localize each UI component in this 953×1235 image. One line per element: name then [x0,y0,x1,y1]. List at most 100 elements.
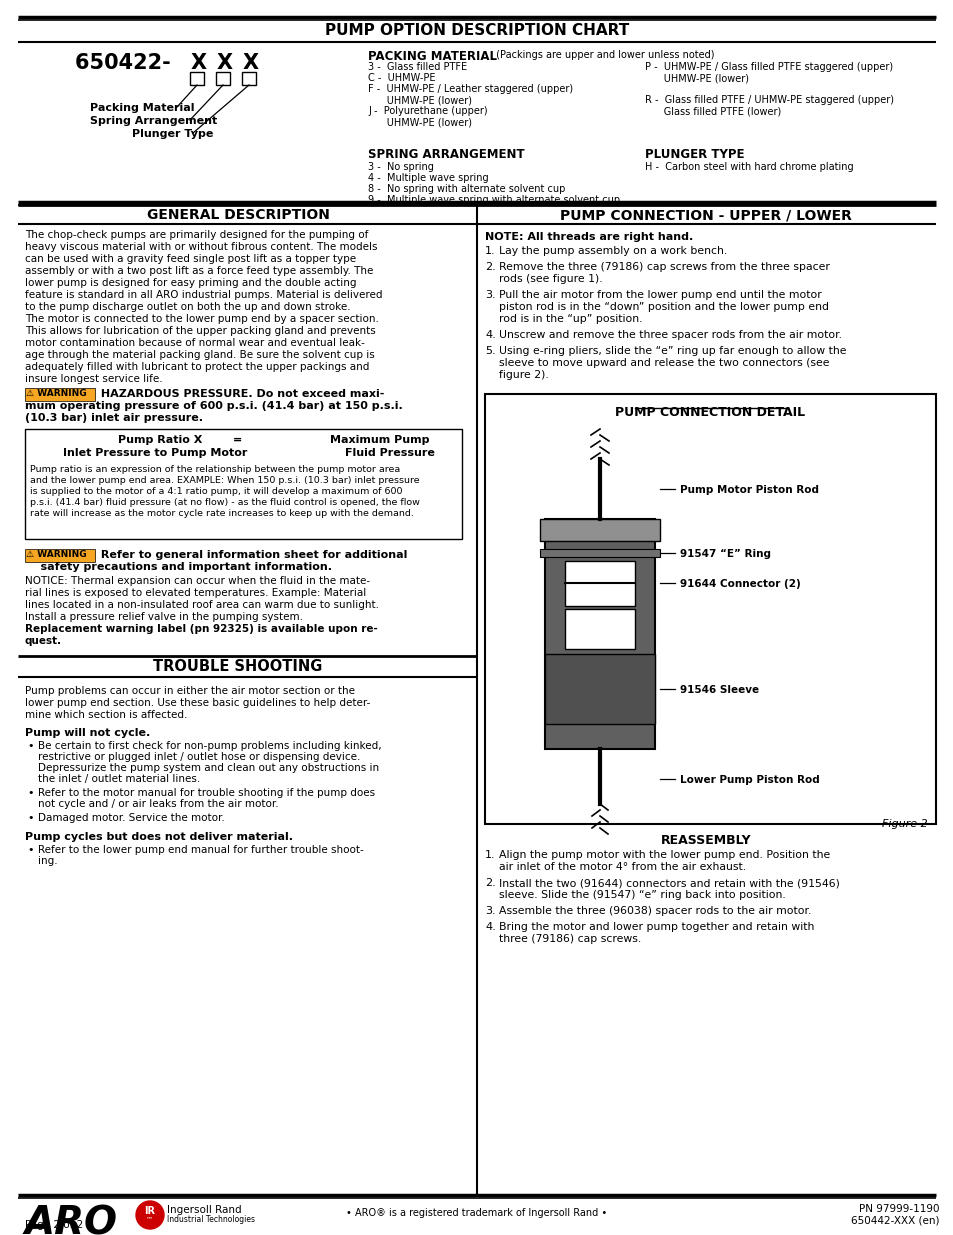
Text: Depressurize the pump system and clean out any obstructions in: Depressurize the pump system and clean o… [38,763,378,773]
Text: ing.: ing. [38,856,57,866]
Text: lines located in a non-insulated roof area can warm due to sunlight.: lines located in a non-insulated roof ar… [25,600,378,610]
Text: ⚠ WARNING: ⚠ WARNING [26,389,87,398]
Text: 3 -  No spring: 3 - No spring [368,162,434,172]
Text: p.s.i. (41.4 bar) fluid pressure (at no flow) - as the fluid control is opened, : p.s.i. (41.4 bar) fluid pressure (at no … [30,498,419,508]
Text: can be used with a gravity feed single post lift as a topper type: can be used with a gravity feed single p… [25,254,355,264]
Bar [544,655,655,724]
Text: Pump Ratio X: Pump Ratio X [117,435,202,445]
Text: air inlet of the motor 4° from the air exhaust.: air inlet of the motor 4° from the air e… [498,862,745,872]
Text: C -  UHMW-PE: C - UHMW-PE [368,73,435,83]
Text: Pump Motor Piston Rod: Pump Motor Piston Rod [679,485,818,495]
Bar [190,72,204,85]
Text: 1.: 1. [484,246,496,256]
Text: rate will increase as the motor cycle rate increases to keep up with the demand.: rate will increase as the motor cycle ra… [30,509,414,517]
Text: IR: IR [144,1207,155,1216]
Text: PLUNGER TYPE: PLUNGER TYPE [644,148,743,161]
Text: Spring Arrangement: Spring Arrangement [90,116,217,126]
Text: J -  Polyurethane (upper): J - Polyurethane (upper) [368,106,487,116]
Text: not cycle and / or air leaks from the air motor.: not cycle and / or air leaks from the ai… [38,799,278,809]
Text: piston rod is in the “down” position and the lower pump end: piston rod is in the “down” position and… [498,303,828,312]
Text: Figure 2: Figure 2 [882,819,927,829]
Text: age through the material packing gland. Be sure the solvent cup is: age through the material packing gland. … [25,350,375,359]
Text: PUMP CONNECTION DETAIL: PUMP CONNECTION DETAIL [615,406,804,419]
Text: •: • [27,845,33,855]
Text: Lower Pump Piston Rod: Lower Pump Piston Rod [679,776,819,785]
Text: X: X [216,53,233,73]
Text: restrictive or plugged inlet / outlet hose or dispensing device.: restrictive or plugged inlet / outlet ho… [38,752,360,762]
Text: three (79186) cap screws.: three (79186) cap screws. [498,934,640,944]
Text: The chop-check pumps are primarily designed for the pumping of: The chop-check pumps are primarily desig… [25,230,368,240]
Text: insure longest service life.: insure longest service life. [25,374,162,384]
Text: SPRING ARRANGEMENT: SPRING ARRANGEMENT [368,148,524,161]
Text: NOTE: All threads are right hand.: NOTE: All threads are right hand. [484,232,693,242]
Text: Be certain to first check for non-pump problems including kinked,: Be certain to first check for non-pump p… [38,741,381,751]
Text: PACKING MATERIAL: PACKING MATERIAL [368,49,497,63]
Text: UHMW-PE (lower): UHMW-PE (lower) [368,95,472,105]
Text: Assemble the three (96038) spacer rods to the air motor.: Assemble the three (96038) spacer rods t… [498,906,810,916]
Text: is supplied to the motor of a 4:1 ratio pump, it will develop a maximum of 600: is supplied to the motor of a 4:1 ratio … [30,487,402,496]
Text: sleeve. Slide the (91547) “e” ring back into position.: sleeve. Slide the (91547) “e” ring back … [498,890,785,900]
Text: Align the pump motor with the lower pump end. Position the: Align the pump motor with the lower pump… [498,850,829,860]
Text: assembly or with a two post lift as a force feed type assembly. The: assembly or with a two post lift as a fo… [25,266,373,275]
Text: to the pump discharge outlet on both the up and down stroke.: to the pump discharge outlet on both the… [25,303,351,312]
Text: PUMP CONNECTION - UPPER / LOWER: PUMP CONNECTION - UPPER / LOWER [559,207,851,222]
Text: 3 -  Glass filled PTFE: 3 - Glass filled PTFE [368,62,467,72]
Text: ™: ™ [147,1216,153,1221]
Text: Plunger Type: Plunger Type [132,128,213,140]
Text: Lay the pump assembly on a work bench.: Lay the pump assembly on a work bench. [498,246,726,256]
Text: R -  Glass filled PTFE / UHMW-PE staggered (upper): R - Glass filled PTFE / UHMW-PE staggere… [644,95,893,105]
Text: X: X [191,53,207,73]
Bar [25,550,95,562]
Text: the inlet / outlet material lines.: the inlet / outlet material lines. [38,774,200,784]
Text: mine which section is affected.: mine which section is affected. [25,710,187,720]
Text: GENERAL DESCRIPTION: GENERAL DESCRIPTION [147,207,329,222]
Text: mum operating pressure of 600 p.s.i. (41.4 bar) at 150 p.s.i.: mum operating pressure of 600 p.s.i. (41… [25,401,402,411]
Text: rial lines is exposed to elevated temperatures. Example: Material: rial lines is exposed to elevated temper… [25,588,366,598]
Text: Bring the motor and lower pump together and retain with: Bring the motor and lower pump together … [498,923,814,932]
Text: Pump problems can occur in either the air motor section or the: Pump problems can occur in either the ai… [25,685,355,697]
Text: quest.: quest. [25,636,62,646]
Circle shape [136,1200,164,1229]
Text: H -  Carbon steel with hard chrome plating: H - Carbon steel with hard chrome platin… [644,162,853,172]
Text: HAZARDOUS PRESSURE. Do not exceed maxi-: HAZARDOUS PRESSURE. Do not exceed maxi- [97,389,384,399]
Text: Fluid Pressure: Fluid Pressure [345,448,435,458]
Text: 91547 “E” Ring: 91547 “E” Ring [679,550,770,559]
Bar [484,394,935,824]
Text: 4.: 4. [484,923,496,932]
Text: Glass filled PTFE (lower): Glass filled PTFE (lower) [644,106,781,116]
Text: rod is in the “up” position.: rod is in the “up” position. [498,314,641,324]
Text: ⚠ WARNING: ⚠ WARNING [26,550,87,559]
Text: adequately filled with lubricant to protect the upper packings and: adequately filled with lubricant to prot… [25,362,369,372]
Text: feature is standard in all ARO industrial pumps. Material is delivered: feature is standard in all ARO industria… [25,290,382,300]
Text: 650442-XXX (en): 650442-XXX (en) [851,1216,939,1226]
Text: heavy viscous material with or without fibrous content. The models: heavy viscous material with or without f… [25,242,377,252]
Text: lower pump is designed for easy priming and the double acting: lower pump is designed for easy priming … [25,278,356,288]
Text: •: • [27,741,33,751]
Text: Refer to general information sheet for additional: Refer to general information sheet for a… [97,550,407,559]
Text: Damaged motor. Service the motor.: Damaged motor. Service the motor. [38,813,225,823]
Text: Pump will not cycle.: Pump will not cycle. [25,727,150,739]
Text: • ARO® is a registered trademark of Ingersoll Rand •: • ARO® is a registered trademark of Inge… [346,1208,607,1218]
Text: PN 97999-1190: PN 97999-1190 [859,1204,939,1214]
Text: 3.: 3. [484,906,496,916]
Text: 4 -  Multiple wave spring: 4 - Multiple wave spring [368,173,488,183]
Text: UHMW-PE (lower): UHMW-PE (lower) [644,73,748,83]
Text: 650422-: 650422- [75,53,178,73]
Text: 91546 Sleeve: 91546 Sleeve [679,685,759,695]
Text: •: • [27,813,33,823]
Text: Unscrew and remove the three spacer rods from the air motor.: Unscrew and remove the three spacer rods… [498,330,841,340]
Text: Page 2 of 2: Page 2 of 2 [25,1220,83,1230]
Text: safety precautions and important information.: safety precautions and important informa… [25,562,332,572]
Text: 2.: 2. [484,878,496,888]
Text: UHMW-PE (lower): UHMW-PE (lower) [368,117,472,127]
Bar [564,561,635,606]
Text: REASSEMBLY: REASSEMBLY [660,834,751,847]
Text: Pull the air motor from the lower pump end until the motor: Pull the air motor from the lower pump e… [498,290,821,300]
Text: 3.: 3. [484,290,496,300]
Text: Replacement warning label (pn 92325) is available upon re-: Replacement warning label (pn 92325) is … [25,624,377,634]
Text: figure 2).: figure 2). [498,370,548,380]
Text: and the lower pump end area. EXAMPLE: When 150 p.s.i. (10.3 bar) inlet pressure: and the lower pump end area. EXAMPLE: Wh… [30,475,419,485]
Text: Industrial Technologies: Industrial Technologies [167,1215,254,1224]
Text: Ingersoll Rand: Ingersoll Rand [167,1205,241,1215]
Text: •: • [27,788,33,798]
